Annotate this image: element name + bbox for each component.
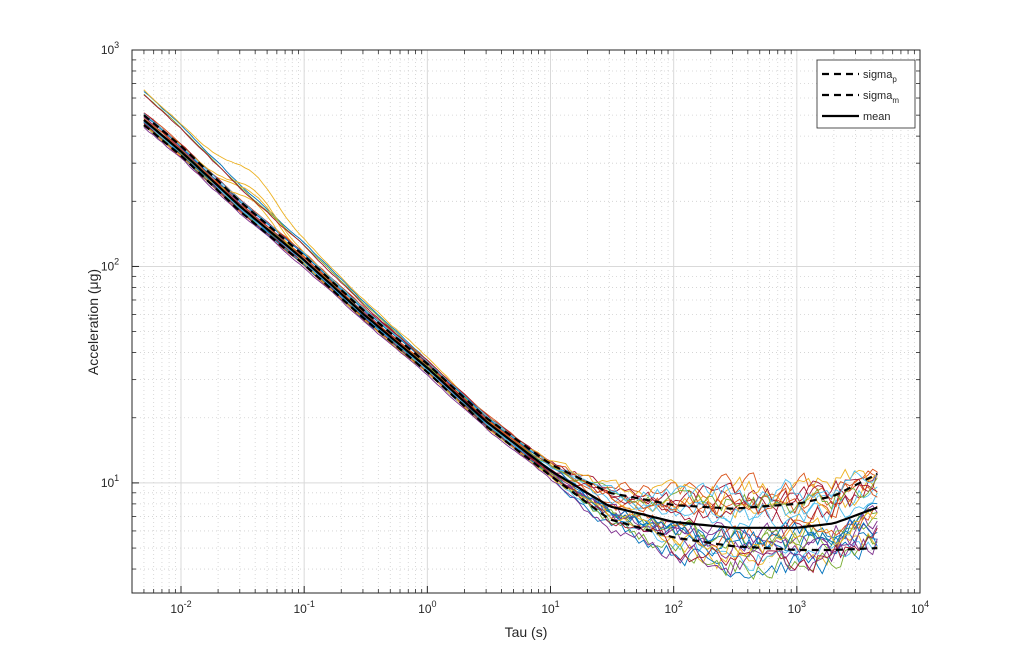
legend-box	[816, 59, 916, 129]
legend-label: mean	[863, 111, 891, 123]
y-axis-label: Acceleration (μg)	[85, 269, 101, 375]
statistic-curves	[143, 114, 878, 552]
major-grid	[132, 50, 920, 593]
sigma_p-curve	[143, 114, 878, 510]
run-curve	[143, 124, 878, 557]
legend: sigmap sigmam mean	[816, 59, 916, 129]
axis-ticks	[132, 49, 921, 593]
x-axis-label: Tau (s)	[505, 624, 548, 640]
plot-area	[132, 50, 920, 593]
plot-frame	[131, 49, 921, 594]
sigma_m-curve	[143, 124, 878, 552]
legend-label: sigmap	[863, 69, 897, 84]
run-curve	[143, 126, 878, 577]
legend-label: sigmam	[863, 90, 899, 105]
mean-curve	[143, 119, 878, 529]
